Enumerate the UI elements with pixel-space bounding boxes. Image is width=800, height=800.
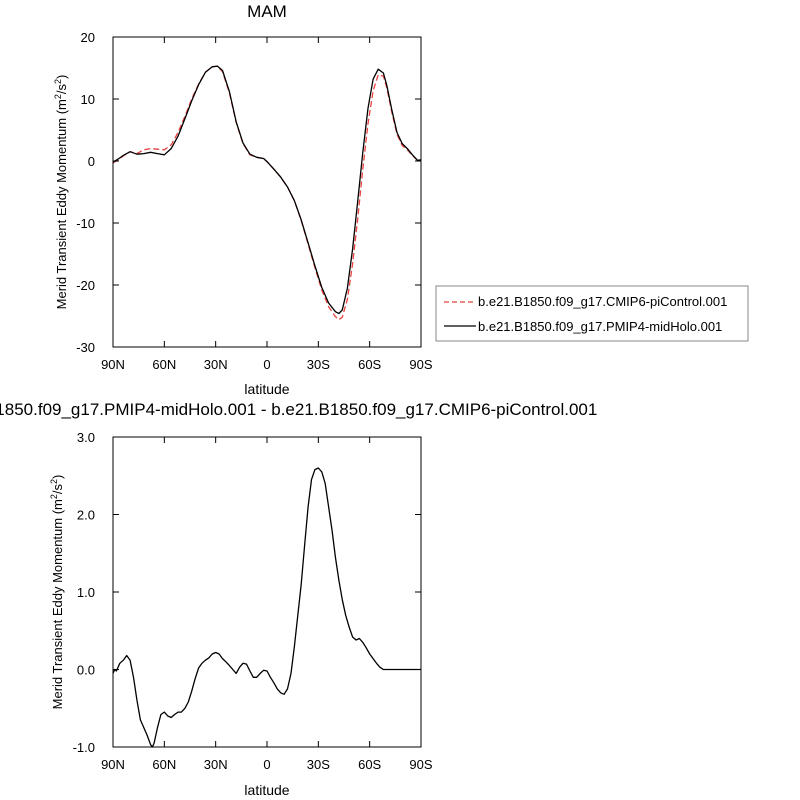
top-y-tick-label: -10 bbox=[76, 216, 95, 231]
top-ticks: 90N 60N 30N 0 30S 60S 90S -30 -20 -10 0 10 20 bbox=[76, 30, 433, 372]
bottom-y-tick-label: 2.0 bbox=[77, 508, 95, 523]
top-x-tick-label: 90N bbox=[101, 357, 125, 372]
bottom-chart-title: b.e21.B1850.f09_g17.PMIP4-midHolo.001 - … bbox=[0, 400, 597, 419]
bottom-x-tick-label: 90S bbox=[409, 757, 432, 772]
bottom-x-tick-label: 60N bbox=[152, 757, 176, 772]
legend-label-midholo: b.e21.B1850.f09_g17.PMIP4-midHolo.001 bbox=[478, 319, 722, 334]
bottom-x-tick-label: 30S bbox=[307, 757, 330, 772]
top-x-tick-label: 30N bbox=[204, 357, 228, 372]
top-y-tick-label: -20 bbox=[76, 278, 95, 293]
top-x-axis-label: latitude bbox=[244, 381, 289, 397]
top-x-tick-label: 0 bbox=[263, 357, 270, 372]
bottom-x-tick-label: 90N bbox=[101, 757, 125, 772]
bottom-y-tick-label: -1.0 bbox=[73, 740, 95, 755]
top-panel: MAM 90N 60N 30N 0 30S 60S 90S -30 -20 -10 0 10 20 la… bbox=[53, 2, 433, 397]
bottom-series-group bbox=[112, 467, 421, 748]
top-y-label-end: ) bbox=[54, 75, 69, 79]
top-y-tick-label: 20 bbox=[81, 30, 95, 45]
top-series-line-0 bbox=[112, 65, 422, 321]
top-y-axis-label: Merid Transient Eddy Momentum (m2/s2) bbox=[53, 75, 69, 310]
bottom-y-label-sup1: 2 bbox=[49, 494, 59, 499]
top-y-label-main: Merid Transient Eddy Momentum (m bbox=[54, 99, 69, 309]
top-x-tick-label: 60S bbox=[358, 357, 381, 372]
bottom-y-tick-label: 3.0 bbox=[77, 430, 95, 445]
top-y-tick-label: 0 bbox=[88, 154, 95, 169]
top-y-tick-label: -30 bbox=[76, 340, 95, 355]
bottom-plot-frame bbox=[112, 436, 422, 748]
bottom-series-line-0 bbox=[112, 467, 421, 748]
top-x-tick-label: 30S bbox=[307, 357, 330, 372]
bottom-y-tick-label: 0.0 bbox=[77, 663, 95, 678]
top-chart-title: MAM bbox=[247, 2, 287, 21]
bottom-y-label-sup2: 2 bbox=[49, 479, 59, 484]
bottom-y-label-mid: /s bbox=[50, 484, 65, 495]
bottom-x-tick-label: 30N bbox=[204, 757, 228, 772]
legend-box bbox=[435, 285, 749, 342]
top-series-group bbox=[112, 65, 422, 321]
top-y-label-sup1: 2 bbox=[53, 94, 63, 99]
bottom-ticks: 90N 60N 30N 0 30S 60S 90S -1.0 0.0 1.0 2.0 3.0 bbox=[73, 430, 433, 772]
top-series-line-1 bbox=[112, 65, 422, 315]
bottom-panel: b.e21.B1850.f09_g17.PMIP4-midHolo.001 - … bbox=[0, 400, 597, 798]
bottom-x-tick-label: 0 bbox=[263, 757, 270, 772]
bottom-y-label-main: Merid Transient Eddy Momentum (m bbox=[50, 499, 65, 709]
bottom-y-axis-label: Merid Transient Eddy Momentum (m2/s2) bbox=[49, 475, 65, 710]
bottom-y-label-end: ) bbox=[50, 475, 65, 479]
top-x-tick-label: 60N bbox=[152, 357, 176, 372]
top-x-tick-label: 90S bbox=[409, 357, 432, 372]
top-y-tick-label: 10 bbox=[81, 92, 95, 107]
legend-label-picontrol: b.e21.B1850.f09_g17.CMIP6-piControl.001 bbox=[478, 294, 727, 309]
bottom-x-tick-label: 60S bbox=[358, 757, 381, 772]
bottom-y-tick-label: 1.0 bbox=[77, 585, 95, 600]
legend: b.e21.B1850.f09_g17.CMIP6-piControl.001 … bbox=[435, 285, 749, 342]
top-y-label-mid: /s bbox=[54, 84, 69, 95]
top-y-label-sup2: 2 bbox=[53, 79, 63, 84]
bottom-x-axis-label: latitude bbox=[244, 782, 289, 798]
